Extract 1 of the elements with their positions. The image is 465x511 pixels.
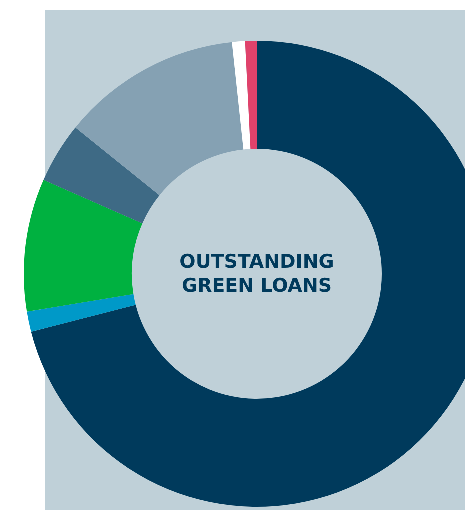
text: OUTSTANDING GREEN LOANS [180, 251, 334, 297]
